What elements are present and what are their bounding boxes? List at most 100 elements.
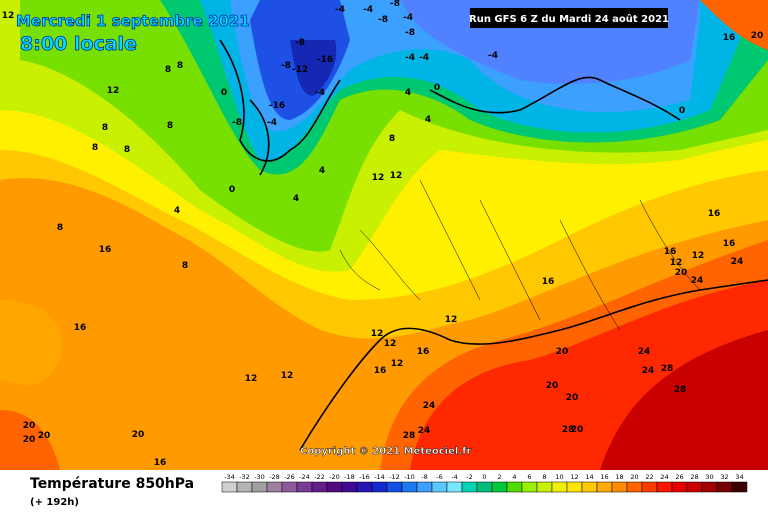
contour-label: -16 bbox=[269, 101, 285, 111]
contour-label: 12 bbox=[670, 258, 683, 268]
contour-label: -12 bbox=[292, 65, 308, 75]
contour-label: 16 bbox=[542, 277, 555, 287]
scale-label: -6 bbox=[436, 473, 442, 481]
contour-label: 8 bbox=[177, 61, 183, 71]
contour-label: 16 bbox=[708, 209, 721, 219]
scale-label: -30 bbox=[254, 473, 265, 481]
scale-swatch bbox=[221, 481, 238, 493]
scale-swatch bbox=[431, 481, 448, 493]
contour-label: 12 bbox=[391, 359, 404, 369]
contour-label: 20 bbox=[751, 31, 764, 41]
contour-label: 24 bbox=[423, 401, 436, 411]
contour-label: 12 bbox=[692, 251, 705, 261]
contour-label: 24 bbox=[638, 347, 651, 357]
contour-label: 16 bbox=[154, 458, 167, 468]
contour-label: 8 bbox=[102, 123, 108, 133]
contour-label: 28 bbox=[562, 425, 575, 435]
contour-label: -8 bbox=[405, 28, 415, 38]
scale-label: -18 bbox=[344, 473, 355, 481]
contour-label: 0 bbox=[434, 83, 440, 93]
scale-swatch bbox=[611, 481, 628, 493]
contour-label: 16 bbox=[374, 366, 387, 376]
contour-label: 0 bbox=[679, 106, 685, 116]
scale-label: 22 bbox=[645, 473, 653, 481]
scale-label: 16 bbox=[600, 473, 608, 481]
contour-label: -4 bbox=[335, 5, 345, 15]
coastlines bbox=[219, 39, 768, 451]
contour-label: 4 bbox=[293, 194, 299, 204]
scale-label: 34 bbox=[735, 473, 743, 481]
scale-label: -8 bbox=[421, 473, 427, 481]
scale-label: 24 bbox=[660, 473, 668, 481]
scale-label: 2 bbox=[497, 473, 501, 481]
contour-label: 12 bbox=[2, 11, 15, 21]
contour-label: 20 bbox=[556, 347, 569, 357]
contour-label: 20 bbox=[571, 425, 584, 435]
scale-swatch bbox=[581, 481, 598, 493]
contour-label: 16 bbox=[99, 245, 112, 255]
contour-label: 20 bbox=[675, 268, 688, 278]
scale-swatch bbox=[686, 481, 703, 493]
scale-swatch bbox=[656, 481, 673, 493]
contour-label: 0 bbox=[221, 88, 227, 98]
scale-swatch bbox=[521, 481, 538, 493]
contour-label: 8 bbox=[182, 261, 188, 271]
contour-label: 16 bbox=[723, 33, 736, 43]
scale-swatch bbox=[326, 481, 343, 493]
contour-label: 24 bbox=[691, 276, 704, 286]
scale-swatch bbox=[716, 481, 733, 493]
scale-swatch bbox=[506, 481, 523, 493]
contour-label: 28 bbox=[674, 385, 687, 395]
scale-swatch bbox=[701, 481, 718, 493]
contour-label: -8 bbox=[281, 61, 291, 71]
contour-label: -8 bbox=[295, 38, 305, 48]
run-info: Run GFS 6 Z du Mardi 24 août 2021 bbox=[469, 13, 669, 25]
contour-label: 16 bbox=[723, 239, 736, 249]
scale-swatch bbox=[671, 481, 688, 493]
contour-label: -4 bbox=[405, 53, 415, 63]
run-box bbox=[470, 8, 668, 28]
contour-label: 16 bbox=[417, 347, 430, 357]
scale-swatch bbox=[566, 481, 583, 493]
scale-label: -24 bbox=[299, 473, 310, 481]
contour-label: 4 bbox=[425, 115, 431, 125]
contour-label: 20 bbox=[546, 381, 559, 391]
contour-label: 28 bbox=[661, 364, 674, 374]
scale-swatch bbox=[386, 481, 403, 493]
contour-label: 20 bbox=[132, 430, 145, 440]
scale-swatch bbox=[596, 481, 613, 493]
contour-label: -4 bbox=[419, 53, 429, 63]
contour-label: -8 bbox=[378, 15, 388, 25]
contour-label: 20 bbox=[566, 393, 579, 403]
scale-label: 20 bbox=[630, 473, 638, 481]
scale-label: 26 bbox=[675, 473, 683, 481]
contour-label: 4 bbox=[174, 206, 180, 216]
scale-swatch bbox=[491, 481, 508, 493]
borders bbox=[339, 179, 701, 331]
scale-label: -20 bbox=[329, 473, 340, 481]
contour-label: 4 bbox=[405, 88, 411, 98]
scale-label: 10 bbox=[555, 473, 563, 481]
scale-swatch bbox=[551, 481, 568, 493]
contour-label: -8 bbox=[390, 0, 400, 9]
contour-label: -8 bbox=[232, 118, 242, 128]
scale-label: 6 bbox=[527, 473, 531, 481]
scale-label: -12 bbox=[389, 473, 400, 481]
temperature-field bbox=[0, 0, 768, 470]
contour-label: 8 bbox=[167, 121, 173, 131]
contour-label: -4 bbox=[488, 51, 498, 61]
scale-label: 0 bbox=[482, 473, 486, 481]
contour-label: 12 bbox=[371, 329, 384, 339]
scale-label: 30 bbox=[705, 473, 713, 481]
time: 8:00 locale bbox=[20, 33, 137, 55]
scale-swatch bbox=[311, 481, 328, 493]
contour-label: 4 bbox=[319, 166, 325, 176]
contour-label: -16 bbox=[317, 55, 333, 65]
contour-label: 0 bbox=[229, 185, 235, 195]
scale-swatch bbox=[731, 481, 748, 493]
scale-label: -16 bbox=[359, 473, 370, 481]
contour-label: 12 bbox=[390, 171, 403, 181]
contour-label: 12 bbox=[245, 374, 258, 384]
scale-label: 12 bbox=[570, 473, 578, 481]
